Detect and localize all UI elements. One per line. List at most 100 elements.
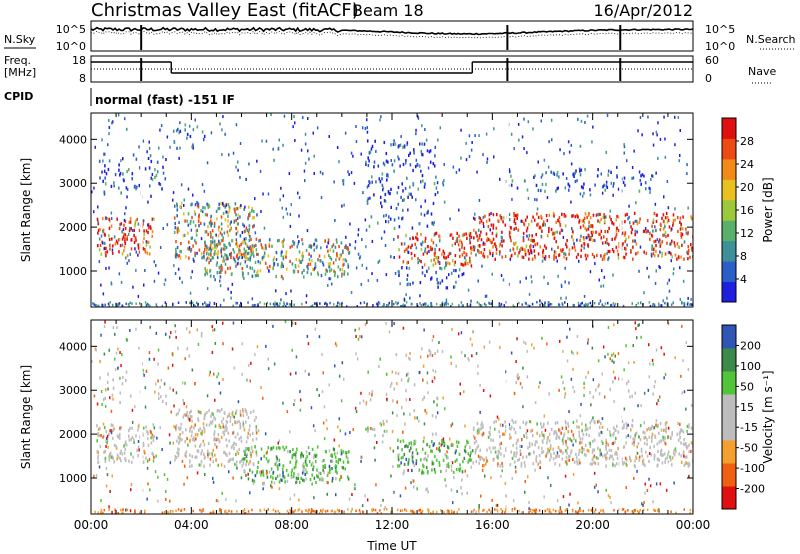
- scatter-cell: [367, 156, 369, 160]
- scatter-cell: [438, 341, 440, 344]
- scatter-cell: [123, 218, 126, 222]
- y-tick-label: 4000: [59, 133, 87, 146]
- scatter-cell: [572, 214, 574, 218]
- scatter-cell: [687, 257, 689, 261]
- scatter-cell: [522, 238, 525, 242]
- scatter-cell: [118, 432, 121, 437]
- scatter-cell: [126, 170, 128, 174]
- scatter-cell: [224, 132, 226, 136]
- scatter-cell: [120, 191, 122, 195]
- scatter-cell: [108, 505, 110, 509]
- scatter-cell: [403, 298, 406, 302]
- scatter-cell: [406, 176, 408, 180]
- scatter-cell: [455, 269, 457, 273]
- scatter-cell: [542, 250, 544, 254]
- scatter-cell: [426, 224, 429, 228]
- scatter-cell: [304, 142, 307, 146]
- scatter-cell: [548, 439, 551, 443]
- scatter-cell: [242, 424, 245, 428]
- scatter-cell: [550, 484, 552, 487]
- scatter-cell: [501, 230, 503, 234]
- scatter-cell: [605, 180, 608, 184]
- scatter-cell: [555, 436, 558, 440]
- scatter-cell: [562, 349, 564, 353]
- scatter-cell: [409, 412, 411, 416]
- scatter-cell: [285, 267, 288, 271]
- scatter-cell: [194, 423, 196, 427]
- scatter-cell: [207, 205, 210, 209]
- scatter-cell: [462, 272, 465, 276]
- scatter-cell: [209, 246, 211, 250]
- scatter-cell: [291, 321, 294, 325]
- scatter-cell: [477, 427, 480, 431]
- scatter-cell: [544, 303, 546, 307]
- scatter-cell: [233, 258, 236, 262]
- scatter-cell: [218, 202, 220, 206]
- scatter-cell: [243, 457, 245, 461]
- scatter-cell: [678, 432, 681, 436]
- scatter-cell: [230, 296, 232, 300]
- scatter-cell: [580, 402, 582, 406]
- scatter-cell: [515, 360, 517, 363]
- scatter-cell: [119, 351, 121, 354]
- scatter-cell: [672, 301, 674, 305]
- scatter-cell: [612, 352, 615, 356]
- scatter-cell: [565, 242, 567, 246]
- scatter-cell: [538, 385, 540, 389]
- scatter-cell: [175, 391, 178, 395]
- scatter-cell: [590, 403, 592, 407]
- scatter-cell: [264, 432, 267, 436]
- scatter-cell: [557, 435, 560, 439]
- scatter-cell: [571, 235, 573, 239]
- scatter-cell: [660, 346, 663, 350]
- scatter-cell: [486, 238, 488, 243]
- scatter-cell: [321, 476, 323, 480]
- scatter-cell: [445, 256, 448, 260]
- scatter-cell: [458, 508, 460, 511]
- scatter-cell: [294, 322, 297, 325]
- scatter-cell: [188, 246, 191, 250]
- scatter-cell: [383, 163, 386, 167]
- scatter-cell: [488, 249, 491, 253]
- scatter-cell: [415, 158, 418, 162]
- scatter-cell: [268, 242, 271, 246]
- scatter-cell: [356, 305, 358, 307]
- scatter-cell: [397, 202, 399, 206]
- scatter-cell: [103, 241, 106, 245]
- scatter-cell: [341, 204, 343, 208]
- scatter-cell: [645, 251, 648, 255]
- scatter-cell: [513, 391, 516, 396]
- scatter-cell: [214, 245, 216, 249]
- scatter-cell: [482, 221, 485, 225]
- scatter-cell: [480, 230, 482, 234]
- scatter-cell: [400, 195, 402, 199]
- scatter-cell: [398, 144, 400, 148]
- scatter-cell: [598, 302, 600, 305]
- scatter-cell: [223, 433, 225, 437]
- scatter-cell: [504, 429, 507, 433]
- scatter-cell: [200, 237, 203, 241]
- scatter-cell: [246, 452, 248, 456]
- scatter-cell: [618, 215, 620, 219]
- scatter-cell: [633, 509, 635, 512]
- scatter-cell: [103, 450, 105, 454]
- scatter-cell: [326, 245, 328, 249]
- scatter-cell: [600, 236, 603, 240]
- scatter-cell: [593, 448, 595, 452]
- scatter-cell: [118, 186, 120, 190]
- scatter-cell: [629, 221, 631, 225]
- scatter-cell: [374, 139, 376, 143]
- scatter-cell: [151, 230, 154, 234]
- scatter-cell: [179, 256, 182, 260]
- scatter-cell: [578, 425, 580, 429]
- scatter-cell: [528, 510, 530, 514]
- scatter-cell: [647, 115, 649, 119]
- scatter-cell: [436, 349, 439, 353]
- scatter-cell: [687, 368, 690, 371]
- scatter-cell: [293, 466, 296, 470]
- scatter-cell: [618, 377, 620, 381]
- scatter-cell: [566, 508, 569, 511]
- scatter-cell: [511, 456, 514, 460]
- scatter-cell: [237, 213, 240, 217]
- scatter-cell: [528, 441, 531, 445]
